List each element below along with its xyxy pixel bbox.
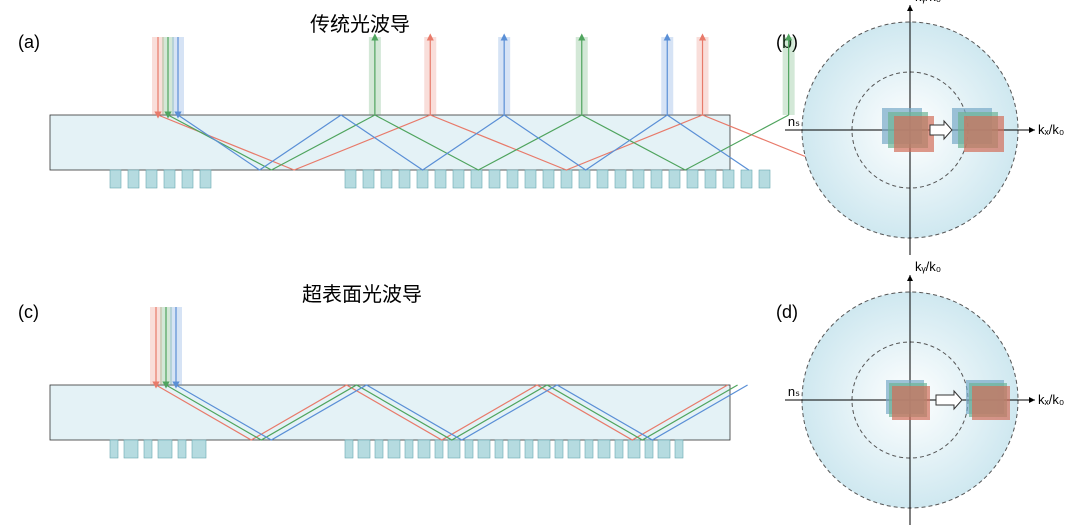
metasurface-element [478, 440, 490, 458]
metasurface-element [538, 440, 550, 458]
ky-label: kᵧ/k₀ [915, 259, 941, 274]
fov-box-center [892, 386, 930, 420]
grating-tooth [759, 170, 770, 188]
grating-tooth [651, 170, 662, 188]
metasurface-element [465, 440, 473, 458]
metasurface-element [448, 440, 460, 458]
ns-label: nₛ [788, 384, 800, 399]
fov-box-shifted [972, 386, 1010, 420]
metasurface-element [358, 440, 370, 458]
grating-tooth [525, 170, 536, 188]
grating-tooth [182, 170, 193, 188]
fov-box-shifted [964, 116, 1004, 152]
ns-label: nₛ [788, 114, 800, 129]
metasurface-element [375, 440, 383, 458]
metasurface-element [388, 440, 400, 458]
grating-tooth [146, 170, 157, 188]
metasurface-element [598, 440, 610, 458]
grating-tooth [543, 170, 554, 188]
metasurface-element [568, 440, 580, 458]
metasurface-element [555, 440, 563, 458]
grating-tooth [435, 170, 446, 188]
metasurface-element [675, 440, 683, 458]
ky-label: kᵧ/k₀ [915, 0, 941, 4]
grating-tooth [507, 170, 518, 188]
metasurface-element [418, 440, 430, 458]
metasurface-element [508, 440, 520, 458]
grating-tooth [110, 170, 121, 188]
grating-tooth [597, 170, 608, 188]
grating-tooth [687, 170, 698, 188]
kx-label: kₓ/k₀ [1038, 122, 1064, 137]
grating-tooth [200, 170, 211, 188]
grating-tooth [723, 170, 734, 188]
grating-tooth [471, 170, 482, 188]
grating-tooth [489, 170, 500, 188]
grating-tooth [705, 170, 716, 188]
grating-tooth [345, 170, 356, 188]
metasurface-element [645, 440, 653, 458]
metasurface-element [178, 440, 186, 458]
kspace-diagram: kₓ/k₀ kᵧ/k₀ nₛ [785, 259, 1064, 525]
grating-tooth [128, 170, 139, 188]
grating-tooth [579, 170, 590, 188]
grating-tooth [453, 170, 464, 188]
grating-tooth [164, 170, 175, 188]
metasurface-element [615, 440, 623, 458]
grating-tooth [633, 170, 644, 188]
metasurface-element [144, 440, 152, 458]
metasurface-element [585, 440, 593, 458]
diagram-canvas: kₓ/k₀ kᵧ/k₀ nₛ kₓ/k₀ kᵧ/k₀ nₛ [0, 0, 1080, 529]
kspace-diagram: kₓ/k₀ kᵧ/k₀ nₛ [785, 0, 1064, 255]
grating-tooth [363, 170, 374, 188]
metasurface-element [405, 440, 413, 458]
grating-tooth [399, 170, 410, 188]
metasurface-element [192, 440, 206, 458]
metasurface-element [435, 440, 443, 458]
kx-label: kₓ/k₀ [1038, 392, 1064, 407]
grating-tooth [417, 170, 428, 188]
grating-tooth [741, 170, 752, 188]
grating-tooth [615, 170, 626, 188]
metasurface-element [124, 440, 138, 458]
grating-tooth [561, 170, 572, 188]
metasurface-element [525, 440, 533, 458]
grating-tooth [381, 170, 392, 188]
metasurface-element [495, 440, 503, 458]
fov-box-center [894, 116, 934, 152]
metasurface-element [345, 440, 353, 458]
metasurface-element [628, 440, 640, 458]
metasurface-element [110, 440, 118, 458]
grating-tooth [669, 170, 680, 188]
metasurface-element [658, 440, 670, 458]
metasurface-element [158, 440, 172, 458]
